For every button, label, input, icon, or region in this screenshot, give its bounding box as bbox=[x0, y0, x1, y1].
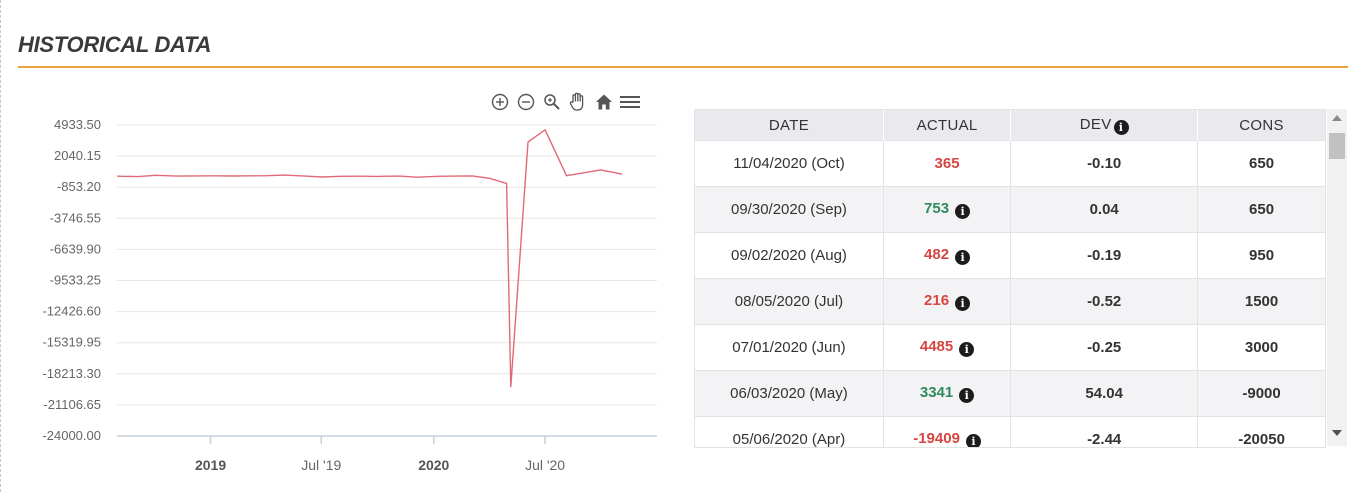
table-row[interactable]: 09/02/2020 (Aug) 482 i -0.19 950 bbox=[695, 232, 1325, 279]
column-header-cons[interactable]: CONS bbox=[1197, 110, 1325, 141]
pan-hand-icon[interactable] bbox=[568, 91, 588, 113]
actual-value: 3341 bbox=[919, 384, 954, 401]
y-tick-label: -853.20 bbox=[57, 179, 101, 194]
historical-data-table: DATE ACTUAL DEV i CONS 11/04/2020 (Oct) 36… bbox=[694, 109, 1326, 448]
info-icon[interactable]: i bbox=[959, 388, 975, 403]
actual-value: 482 bbox=[924, 246, 950, 263]
column-header-dev-label: DEV bbox=[1079, 115, 1112, 133]
historical-line-chart: 4933.50 2040.15 -853.20 -3746.55 -6639.90 -95… bbox=[42, 117, 657, 473]
column-header-dev[interactable]: DEV i bbox=[1010, 110, 1199, 141]
cell-date: 09/30/2020 (Sep) bbox=[695, 186, 884, 233]
y-tick-label: -15319.95 bbox=[42, 335, 101, 350]
info-icon[interactable]: i bbox=[955, 204, 971, 219]
cell-date: 09/02/2020 (Aug) bbox=[695, 232, 884, 279]
cell-date: 05/06/2020 (Apr) bbox=[695, 416, 884, 447]
cell-dev: 0.04 bbox=[1010, 186, 1199, 233]
home-icon[interactable] bbox=[594, 91, 614, 113]
cell-actual: 753 i bbox=[883, 186, 1012, 233]
column-header-date[interactable]: DATE bbox=[695, 110, 884, 141]
left-dashed-border bbox=[0, 0, 2, 492]
info-icon[interactable]: i bbox=[959, 342, 975, 357]
table-row[interactable]: 05/06/2020 (Apr) -19409 i -2.44 -20050 bbox=[695, 416, 1325, 447]
cell-actual: 4485 i bbox=[883, 324, 1012, 371]
cell-dev: -0.52 bbox=[1010, 278, 1199, 325]
table-header-row: DATE ACTUAL DEV i CONS bbox=[695, 110, 1325, 141]
cell-actual: -19409 i bbox=[883, 416, 1012, 447]
table-row[interactable]: 11/04/2020 (Oct) 365 -0.10 650 bbox=[695, 140, 1325, 187]
cell-actual: 482 i bbox=[883, 232, 1012, 279]
actual-value: -19409 bbox=[913, 430, 960, 447]
cell-cons: 950 bbox=[1197, 232, 1325, 279]
cell-dev: -2.44 bbox=[1010, 416, 1199, 447]
magnify-icon[interactable] bbox=[542, 91, 562, 113]
y-tick-label: -24000.00 bbox=[42, 428, 101, 443]
cell-date: 11/04/2020 (Oct) bbox=[695, 140, 884, 187]
scroll-up-arrow-icon[interactable] bbox=[1332, 115, 1342, 121]
actual-value: 753 bbox=[924, 200, 950, 217]
table-scrollbar[interactable] bbox=[1327, 109, 1347, 446]
table-row[interactable]: 08/05/2020 (Jul) 216 i -0.52 1500 bbox=[695, 278, 1325, 325]
cell-date: 06/03/2020 (May) bbox=[695, 370, 884, 417]
info-icon[interactable]: i bbox=[955, 296, 971, 311]
cell-actual: 365 bbox=[883, 140, 1012, 187]
info-icon[interactable]: i bbox=[965, 434, 981, 447]
y-tick-label: -18213.30 bbox=[42, 366, 101, 381]
y-tick-label: -3746.55 bbox=[50, 210, 101, 225]
cell-dev: -0.19 bbox=[1010, 232, 1199, 279]
cell-actual: 3341 i bbox=[883, 370, 1012, 417]
y-tick-label: -6639.90 bbox=[50, 241, 101, 256]
title-divider bbox=[18, 66, 1348, 68]
cell-cons: 1500 bbox=[1197, 278, 1325, 325]
cell-dev: -0.10 bbox=[1010, 140, 1199, 187]
chart-toolbar bbox=[490, 90, 640, 114]
series-line bbox=[116, 129, 623, 388]
zoom-out-icon[interactable] bbox=[516, 91, 536, 113]
cell-dev: -0.25 bbox=[1010, 324, 1199, 371]
y-tick-label: 4933.50 bbox=[54, 117, 101, 132]
scrollbar-thumb[interactable] bbox=[1329, 133, 1345, 159]
table-row[interactable]: 06/03/2020 (May) 3341 i 54.04 -9000 bbox=[695, 370, 1325, 417]
x-tick-label: 2019 bbox=[195, 457, 226, 473]
cell-dev: 54.04 bbox=[1010, 370, 1199, 417]
y-tick-label: -9533.25 bbox=[50, 273, 101, 288]
cell-cons: 650 bbox=[1197, 186, 1325, 233]
cell-date: 07/01/2020 (Jun) bbox=[695, 324, 884, 371]
column-header-actual[interactable]: ACTUAL bbox=[883, 110, 1012, 141]
zoom-in-icon[interactable] bbox=[490, 91, 510, 113]
cell-cons: -9000 bbox=[1197, 370, 1325, 417]
y-tick-label: 2040.15 bbox=[54, 148, 101, 163]
section-title: HISTORICAL DATA bbox=[18, 32, 212, 57]
table-row[interactable]: 07/01/2020 (Jun) 4485 i -0.25 3000 bbox=[695, 324, 1325, 371]
actual-value: 365 bbox=[934, 155, 960, 172]
actual-value: 4485 bbox=[919, 338, 954, 355]
y-tick-label: -12426.60 bbox=[42, 304, 101, 319]
table-row[interactable]: 09/30/2020 (Sep) 753 i 0.04 650 bbox=[695, 186, 1325, 233]
actual-value: 216 bbox=[924, 292, 950, 309]
x-tick-label: 2020 bbox=[418, 457, 449, 473]
scroll-down-arrow-icon[interactable] bbox=[1332, 430, 1342, 436]
cell-actual: 216 i bbox=[883, 278, 1012, 325]
menu-icon[interactable] bbox=[620, 91, 640, 113]
cell-date: 08/05/2020 (Jul) bbox=[695, 278, 884, 325]
x-tick-label: Jul '20 bbox=[525, 457, 565, 473]
cell-cons: 650 bbox=[1197, 140, 1325, 187]
info-icon[interactable]: i bbox=[955, 250, 971, 265]
cell-cons: -20050 bbox=[1197, 416, 1325, 447]
y-tick-label: -21106.65 bbox=[43, 397, 101, 412]
x-tick-label: Jul '19 bbox=[301, 457, 341, 473]
cell-cons: 3000 bbox=[1197, 324, 1325, 371]
info-icon[interactable]: i bbox=[1113, 119, 1129, 135]
